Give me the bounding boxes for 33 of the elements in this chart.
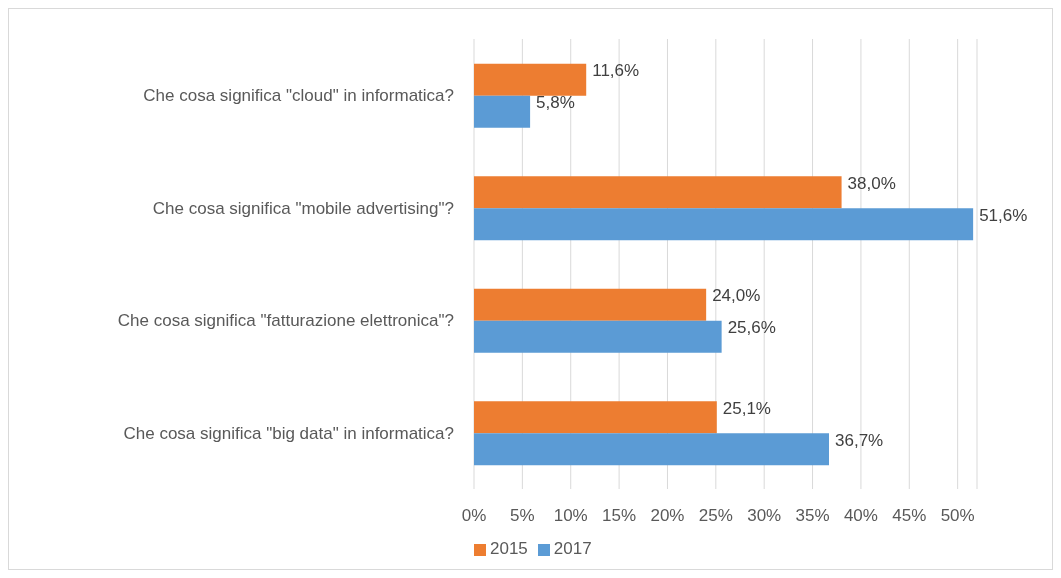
x-tick-label: 15% (602, 506, 637, 526)
x-tick-label: 50% (940, 506, 975, 526)
bar (474, 320, 722, 353)
legend-label: 2015 (490, 539, 528, 558)
y-tick-label: Che cosa significa "fatturazione elettronica"? (117, 311, 454, 331)
x-tick-label: 0% (461, 506, 487, 526)
x-tick-label: 40% (843, 506, 878, 526)
data-label: 51,6% (979, 205, 1028, 225)
x-tick-label: 10% (553, 506, 588, 526)
x-tick-label: 5% (510, 506, 535, 526)
data-label: 25,6% (727, 318, 776, 338)
bar (474, 95, 531, 128)
bar (474, 401, 717, 434)
data-label: 5,8% (536, 93, 575, 113)
data-label: 24,0% (712, 286, 761, 306)
bar (474, 433, 829, 466)
y-tick-label: Che cosa significa "cloud" in informatica? (143, 86, 454, 106)
x-tick-label: 45% (892, 506, 927, 526)
x-tick-label: 35% (795, 506, 830, 526)
y-tick-label: Che cosa significa "big data" in informatica? (123, 423, 454, 443)
legend-label: 2017 (553, 539, 592, 558)
x-tick-label: 20% (650, 506, 685, 526)
x-tick-label: 25% (698, 506, 733, 526)
x-tick-label: 30% (747, 506, 782, 526)
bar (474, 176, 842, 209)
data-label: 38,0% (847, 173, 896, 193)
bar (474, 208, 974, 241)
bar (474, 288, 707, 321)
data-label: 36,7% (835, 430, 884, 450)
data-label: 11,6% (592, 61, 640, 81)
bar (474, 63, 587, 96)
y-tick-label: Che cosa significa "mobile advertising"? (152, 198, 454, 218)
data-label: 25,1% (722, 398, 771, 418)
